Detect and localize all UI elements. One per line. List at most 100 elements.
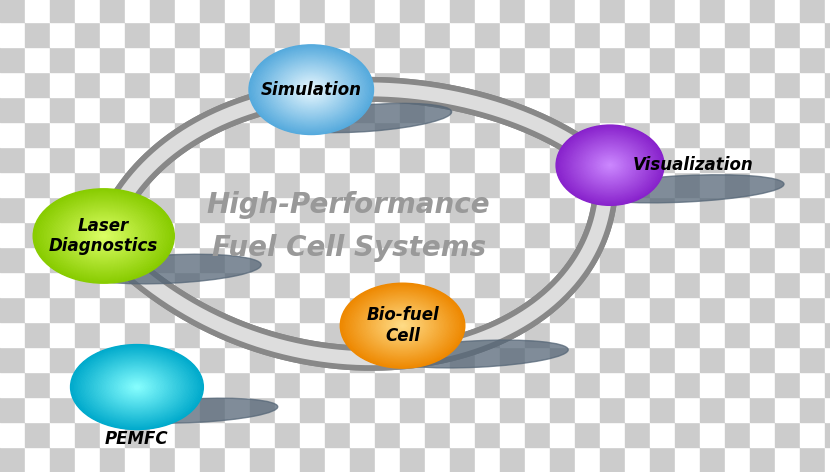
Ellipse shape <box>569 135 651 196</box>
Ellipse shape <box>305 85 318 94</box>
Ellipse shape <box>77 218 130 254</box>
Ellipse shape <box>343 285 462 366</box>
Ellipse shape <box>101 364 173 410</box>
Ellipse shape <box>251 47 371 133</box>
Ellipse shape <box>566 132 654 198</box>
Ellipse shape <box>271 61 351 118</box>
Ellipse shape <box>596 155 624 176</box>
Ellipse shape <box>298 80 325 100</box>
Ellipse shape <box>580 143 640 188</box>
Ellipse shape <box>352 291 454 361</box>
Ellipse shape <box>395 320 410 331</box>
Ellipse shape <box>564 132 656 199</box>
Ellipse shape <box>579 142 642 188</box>
Ellipse shape <box>104 366 170 408</box>
Ellipse shape <box>304 84 319 95</box>
Ellipse shape <box>560 128 660 202</box>
Ellipse shape <box>112 371 162 403</box>
Ellipse shape <box>50 200 158 272</box>
Ellipse shape <box>573 137 647 194</box>
Ellipse shape <box>289 74 334 106</box>
Ellipse shape <box>583 145 637 185</box>
Ellipse shape <box>284 70 339 110</box>
Ellipse shape <box>588 149 632 181</box>
Ellipse shape <box>119 375 155 399</box>
Ellipse shape <box>88 226 120 246</box>
Ellipse shape <box>110 370 164 404</box>
Ellipse shape <box>568 134 652 196</box>
Ellipse shape <box>383 312 422 339</box>
Ellipse shape <box>253 48 370 132</box>
Ellipse shape <box>584 146 636 185</box>
Ellipse shape <box>347 287 459 364</box>
Ellipse shape <box>117 374 157 400</box>
Ellipse shape <box>92 358 182 416</box>
Ellipse shape <box>294 77 329 102</box>
Ellipse shape <box>564 131 657 200</box>
Ellipse shape <box>368 302 437 349</box>
Ellipse shape <box>33 189 174 283</box>
Ellipse shape <box>362 298 444 354</box>
Ellipse shape <box>269 59 354 120</box>
Ellipse shape <box>109 369 165 405</box>
Ellipse shape <box>59 206 149 266</box>
Ellipse shape <box>40 194 168 278</box>
Ellipse shape <box>251 46 373 134</box>
Ellipse shape <box>307 87 315 93</box>
Ellipse shape <box>84 223 124 249</box>
Ellipse shape <box>274 63 349 117</box>
Ellipse shape <box>102 235 105 237</box>
Ellipse shape <box>98 232 110 240</box>
Ellipse shape <box>388 315 417 336</box>
Ellipse shape <box>595 154 625 177</box>
Ellipse shape <box>113 372 161 402</box>
Text: Visualization: Visualization <box>632 156 754 174</box>
Ellipse shape <box>571 136 649 194</box>
Ellipse shape <box>367 301 439 350</box>
Ellipse shape <box>76 217 132 255</box>
Ellipse shape <box>77 349 197 425</box>
Ellipse shape <box>290 75 333 105</box>
Ellipse shape <box>88 355 186 419</box>
Ellipse shape <box>249 45 374 135</box>
Ellipse shape <box>90 357 183 417</box>
Ellipse shape <box>261 53 363 126</box>
Ellipse shape <box>276 64 348 116</box>
Ellipse shape <box>70 213 138 259</box>
Ellipse shape <box>589 150 631 180</box>
Ellipse shape <box>100 233 108 239</box>
Ellipse shape <box>254 49 369 131</box>
Ellipse shape <box>364 299 442 352</box>
Ellipse shape <box>582 144 638 186</box>
Ellipse shape <box>291 76 331 104</box>
Ellipse shape <box>60 207 148 265</box>
Ellipse shape <box>129 382 145 392</box>
Ellipse shape <box>606 162 614 169</box>
Ellipse shape <box>591 151 629 180</box>
Ellipse shape <box>257 51 365 128</box>
Ellipse shape <box>570 135 650 195</box>
Ellipse shape <box>400 324 405 328</box>
Ellipse shape <box>61 208 146 264</box>
Ellipse shape <box>71 345 203 430</box>
Ellipse shape <box>592 152 628 179</box>
Ellipse shape <box>355 294 450 358</box>
Ellipse shape <box>386 340 569 368</box>
Ellipse shape <box>256 50 366 129</box>
Ellipse shape <box>340 283 465 368</box>
Ellipse shape <box>378 309 427 343</box>
Ellipse shape <box>398 322 408 329</box>
Ellipse shape <box>357 294 448 357</box>
Ellipse shape <box>342 284 463 367</box>
Ellipse shape <box>124 379 150 396</box>
Ellipse shape <box>586 148 634 183</box>
Ellipse shape <box>261 54 361 126</box>
Ellipse shape <box>306 86 316 93</box>
Ellipse shape <box>599 157 621 173</box>
Ellipse shape <box>281 67 343 112</box>
Ellipse shape <box>279 67 344 113</box>
Ellipse shape <box>66 211 142 261</box>
Ellipse shape <box>91 228 116 244</box>
Ellipse shape <box>301 83 321 97</box>
Ellipse shape <box>374 306 432 345</box>
